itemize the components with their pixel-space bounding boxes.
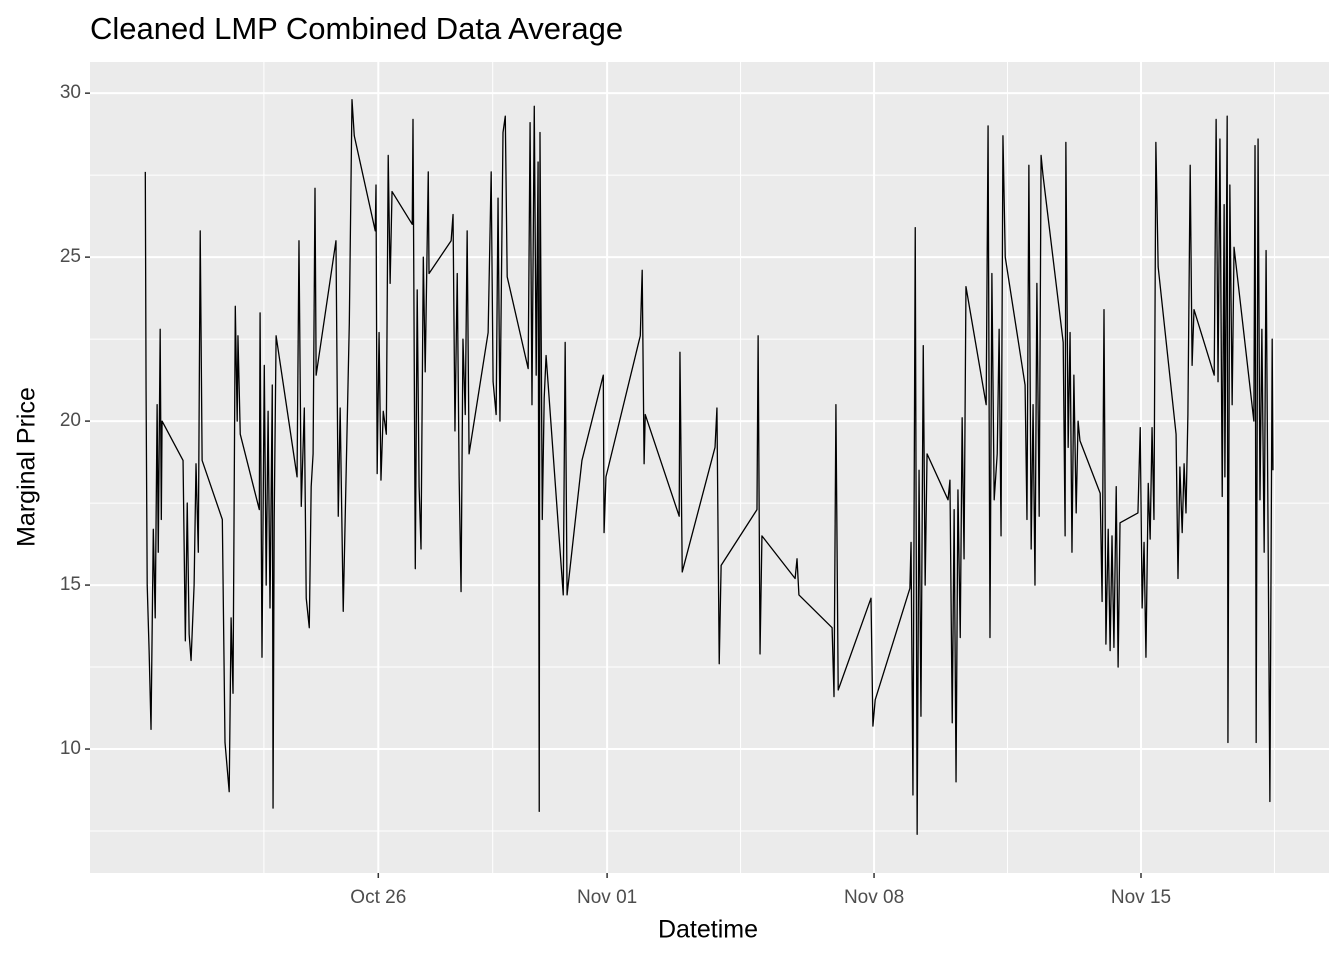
y-axis-title: Marginal Price [13,387,41,547]
price-line [144,99,1274,835]
x-tick-label: Oct 26 [350,887,406,908]
x-axis-title: Datetime [658,916,758,944]
x-tick-label: Nov 15 [1111,887,1171,908]
y-tick-label: 20 [60,410,81,431]
y-tick-label: 10 [60,738,81,759]
y-tick-label: 25 [60,246,81,267]
x-tick-label: Nov 08 [844,887,904,908]
chart-title: Cleaned LMP Combined Data Average [90,11,623,46]
y-tick-label: 30 [60,82,81,103]
y-tick-label: 15 [60,574,81,595]
x-tick-label: Nov 01 [577,887,637,908]
